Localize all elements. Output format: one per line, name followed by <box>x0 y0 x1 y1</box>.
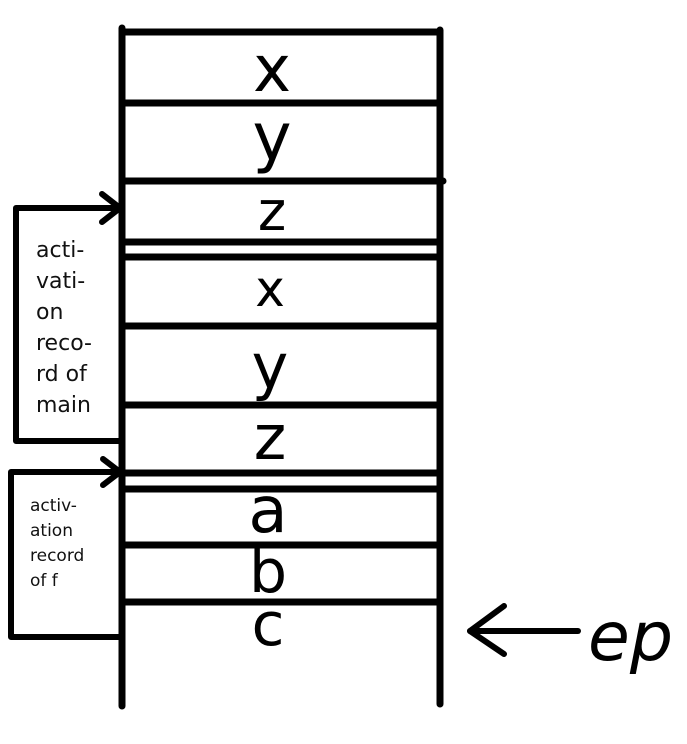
f-record-bracket <box>8 456 123 640</box>
main-record-label: acti- vati- on reco- rd of main <box>36 238 92 418</box>
stack-cell-label: z <box>254 401 287 474</box>
f-record-label-line: of f <box>30 571 59 591</box>
main-record-bracket-line <box>13 205 123 444</box>
stack-cell-label: x <box>255 260 285 318</box>
f-record-arrowhead-icon <box>100 456 123 488</box>
main-record-label-line: acti- <box>36 238 84 263</box>
ep-pointer-label: ep <box>588 598 673 677</box>
stack-cell-label: x <box>253 33 291 107</box>
stack-cell-label: b <box>249 537 287 607</box>
f-record-label: activ- ation record of f <box>30 496 84 591</box>
stack-separators <box>118 28 447 606</box>
stack-cell-label: y <box>252 99 291 176</box>
stack-cell-label: a <box>248 474 287 548</box>
left-arrow-icon <box>467 603 581 657</box>
stack-cells: x y z x y z a b c <box>248 33 291 660</box>
main-record-bracket <box>13 191 123 444</box>
main-record-label-line: on <box>36 300 63 325</box>
stack-cell-label: z <box>258 180 286 243</box>
main-record-label-line: vati- <box>36 269 85 294</box>
ep-arrow-head <box>467 603 507 657</box>
stack-cell-label: c <box>252 590 285 660</box>
main-record-label-line: main <box>36 393 91 418</box>
f-record-label-line: ation <box>30 521 73 541</box>
f-record-label-line: record <box>30 546 84 566</box>
main-record-arrowhead-icon <box>99 191 123 225</box>
main-record-label-line: rd of <box>36 362 88 387</box>
f-record-label-line: activ- <box>30 496 77 516</box>
main-record-label-line: reco- <box>36 331 92 356</box>
f-record-bracket-line <box>8 469 123 640</box>
stack-cell-label: y <box>252 330 289 403</box>
